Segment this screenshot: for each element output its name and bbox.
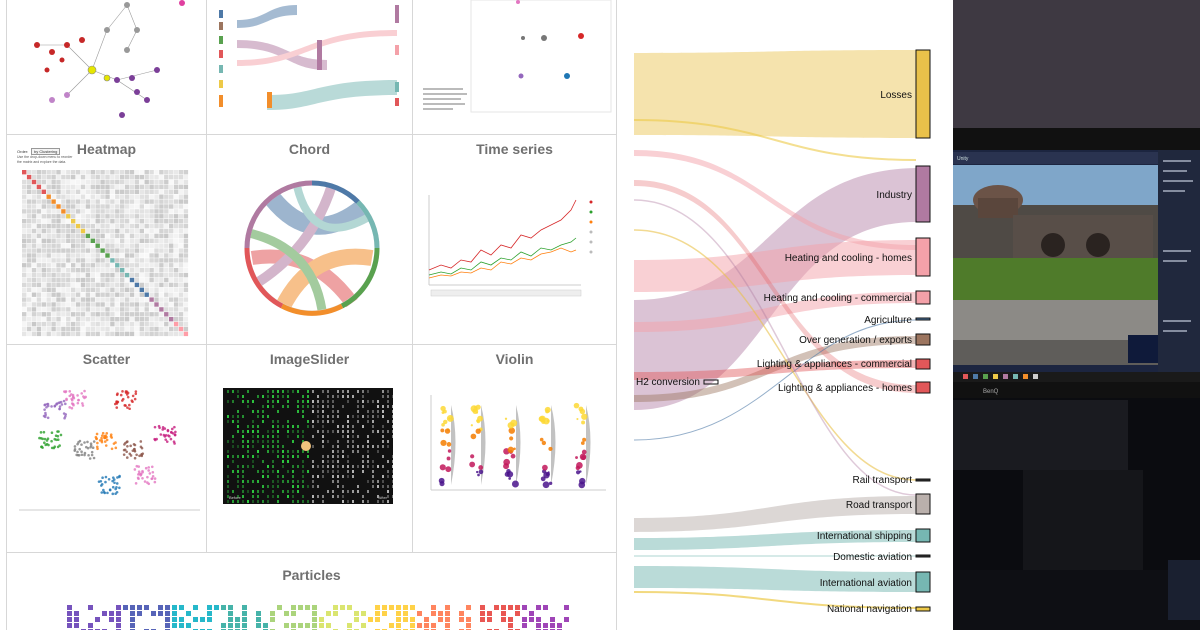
sankey-nodes: [703, 49, 931, 612]
slider-before-label: Before: [229, 495, 241, 500]
node-label-lighting-commercial: Lighting & appliances - commercial: [757, 359, 912, 370]
node-label-domestic-aviation: Domestic aviation: [833, 552, 912, 563]
scatter-title: Scatter: [82, 351, 131, 367]
cell-violin[interactable]: Violin: [413, 345, 617, 553]
sankey-labels: H2 conversion Losses Industry Heating an…: [636, 90, 912, 615]
node-label-over-generation: Over generation / exports: [799, 335, 912, 346]
chord-diagram: [244, 180, 380, 316]
violin-chart: [430, 395, 606, 491]
heatmap-title: Heatmap: [76, 141, 137, 157]
imageslider-title: ImageSlider: [269, 351, 350, 367]
heatmap-description: Use the drop-down menu to reorder the ma…: [17, 155, 73, 164]
cell-timeseries[interactable]: Time series: [413, 135, 617, 345]
cell-imageslider[interactable]: ImageSlider Before After: [207, 345, 413, 553]
particles-title: Particles: [282, 567, 341, 583]
monitor-brand-text: BenQ: [983, 389, 999, 395]
node-label-shipping: International shipping: [817, 531, 912, 542]
node-label-heating-commercial: Heating and cooling - commercial: [764, 293, 912, 304]
slider-handle[interactable]: [301, 441, 311, 451]
clusters-thumbnail: [423, 0, 612, 113]
cell-heatmap[interactable]: Heatmap Order: by Clustering Use the dro…: [6, 135, 207, 345]
cell-scatter[interactable]: Scatter: [6, 345, 207, 553]
cell-particles[interactable]: Particles: [6, 553, 617, 630]
node-label-source: H2 conversion: [636, 377, 700, 388]
timeseries-chart: [428, 195, 593, 297]
chart-gallery: Heatmap Order: by Clustering Use the dro…: [6, 0, 617, 630]
matrix-rain-image: [227, 390, 393, 503]
node-label-national-navigation: National navigation: [827, 604, 912, 615]
sankey-thumbnail: [219, 5, 399, 110]
network-thumbnail: [34, 0, 185, 118]
cell-network[interactable]: [6, 0, 207, 135]
cell-sankey-thumb[interactable]: [207, 0, 413, 135]
cell-chord[interactable]: Chord: [207, 135, 413, 345]
node-label-industry: Industry: [876, 190, 912, 201]
window-title-text: Unity: [957, 156, 969, 162]
monitor-photo: Unity BenQ: [953, 0, 1200, 630]
node-label-rail: Rail transport: [853, 475, 913, 486]
scatter-chart: [19, 389, 200, 511]
sankey-links: [633, 50, 917, 609]
node-label-road: Road transport: [846, 500, 912, 511]
sankey-thumb-nodes: [219, 5, 399, 108]
node-label-international-aviation: International aviation: [820, 578, 912, 589]
imageslider-frame[interactable]: Before After: [223, 388, 393, 504]
sankey-diagram: H2 conversion Losses Industry Heating an…: [620, 0, 953, 630]
heatmap-order-label: Order:: [17, 149, 29, 154]
heatmap-matrix: [22, 170, 189, 337]
violin-title: Violin: [495, 351, 534, 367]
network-nodes: [34, 0, 185, 118]
node-label-agriculture: Agriculture: [864, 315, 912, 326]
particles-text: [67, 605, 569, 630]
chord-title: Chord: [288, 141, 331, 157]
node-label-heating-homes: Heating and cooling - homes: [785, 253, 912, 264]
timeseries-title: Time series: [476, 141, 553, 157]
heatmap-order-select[interactable]: by Clustering: [31, 148, 61, 155]
node-label-losses: Losses: [880, 90, 912, 101]
slider-after-label: After: [378, 495, 387, 500]
cell-clusters-thumb[interactable]: [413, 0, 617, 135]
node-label-lighting-homes: Lighting & appliances - homes: [778, 383, 912, 394]
